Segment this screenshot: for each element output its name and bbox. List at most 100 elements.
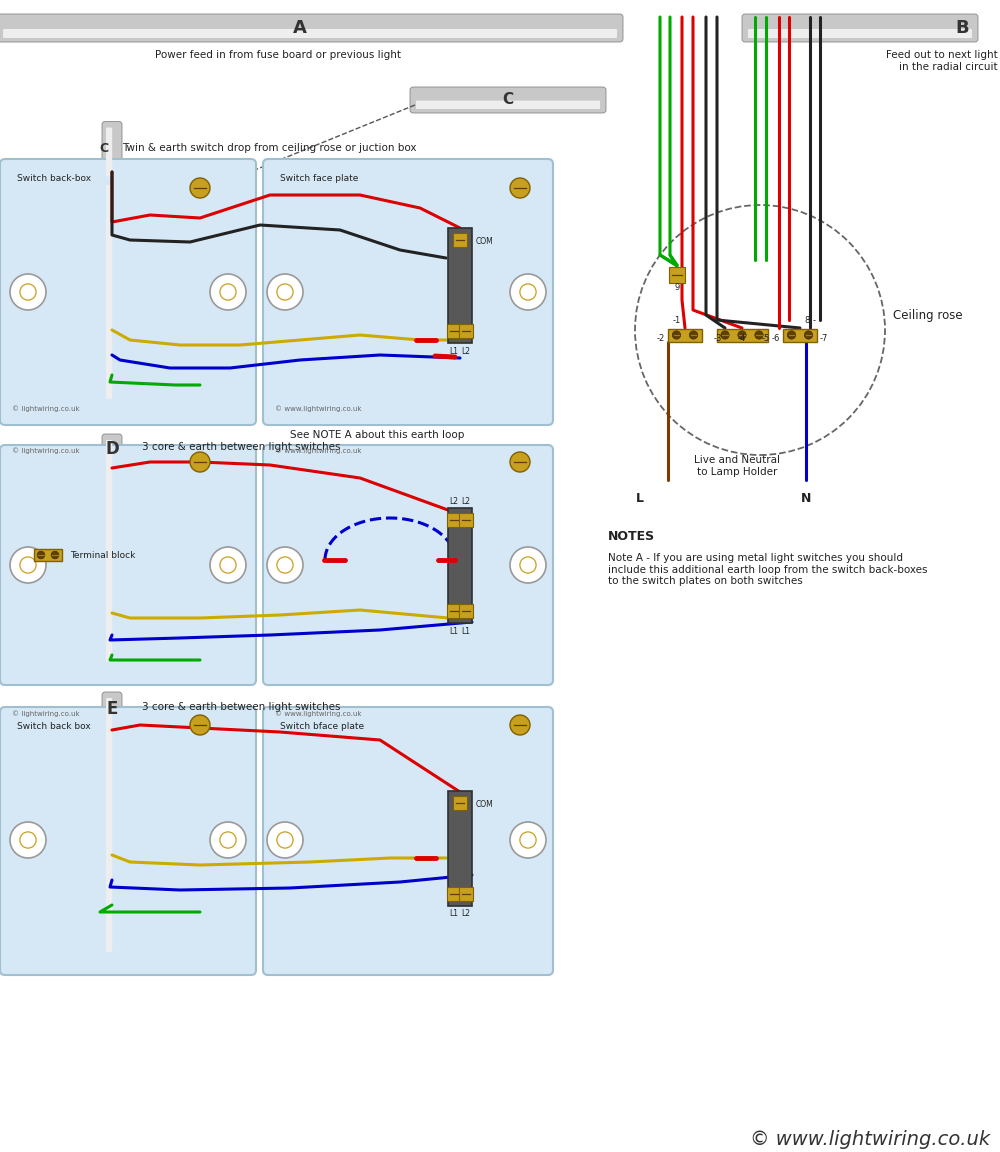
Bar xyxy=(453,233,467,247)
FancyBboxPatch shape xyxy=(410,88,606,113)
Bar xyxy=(107,122,121,177)
Circle shape xyxy=(210,547,246,583)
FancyBboxPatch shape xyxy=(263,707,553,975)
Circle shape xyxy=(510,452,530,472)
Text: L: L xyxy=(636,492,644,505)
Circle shape xyxy=(510,179,530,198)
Circle shape xyxy=(190,715,210,735)
FancyBboxPatch shape xyxy=(416,100,600,109)
FancyBboxPatch shape xyxy=(748,29,972,38)
Circle shape xyxy=(755,331,763,339)
Text: -4: -4 xyxy=(738,334,746,343)
FancyBboxPatch shape xyxy=(263,159,553,425)
Text: © www.lightwiring.co.uk: © www.lightwiring.co.uk xyxy=(750,1130,990,1149)
Text: D: D xyxy=(105,440,119,458)
Text: Power feed in from fuse board or previous light: Power feed in from fuse board or previou… xyxy=(155,50,401,60)
Bar xyxy=(459,324,473,338)
FancyBboxPatch shape xyxy=(106,468,112,662)
Bar xyxy=(448,508,472,622)
Bar xyxy=(34,550,62,561)
Circle shape xyxy=(510,274,546,310)
FancyBboxPatch shape xyxy=(3,29,617,38)
Text: NOTES: NOTES xyxy=(608,530,655,543)
Bar xyxy=(447,604,461,617)
Text: 3 core & earth between light switches: 3 core & earth between light switches xyxy=(142,702,340,712)
FancyBboxPatch shape xyxy=(106,440,112,473)
Bar xyxy=(415,88,605,108)
Bar xyxy=(453,796,467,810)
Text: E: E xyxy=(106,700,118,718)
Text: -7: -7 xyxy=(820,334,828,343)
Text: -5: -5 xyxy=(762,334,770,343)
Bar xyxy=(459,887,473,901)
FancyBboxPatch shape xyxy=(263,445,553,685)
Text: Twin & earth switch drop from ceiling rose or juction box: Twin & earth switch drop from ceiling ro… xyxy=(122,143,416,153)
Bar xyxy=(669,267,685,283)
Text: C: C xyxy=(502,92,514,107)
Text: COM: COM xyxy=(476,799,494,809)
Circle shape xyxy=(10,823,46,858)
Text: 3 core & earth between light switches: 3 core & earth between light switches xyxy=(142,442,340,452)
Circle shape xyxy=(267,274,303,310)
Text: Switch back box: Switch back box xyxy=(17,722,91,732)
FancyBboxPatch shape xyxy=(102,121,122,182)
Bar xyxy=(107,723,121,953)
Text: Switch bface plate: Switch bface plate xyxy=(280,722,364,732)
Bar xyxy=(668,328,702,341)
FancyBboxPatch shape xyxy=(0,445,256,685)
Bar xyxy=(448,790,472,905)
Circle shape xyxy=(190,179,210,198)
Circle shape xyxy=(510,547,546,583)
Text: C: C xyxy=(99,142,108,154)
Text: L1: L1 xyxy=(450,627,458,636)
Text: Feed out to next light
in the radial circuit: Feed out to next light in the radial cir… xyxy=(886,50,998,71)
Text: -1: -1 xyxy=(673,316,681,325)
Text: Terminal block: Terminal block xyxy=(70,551,135,560)
Bar xyxy=(2,15,622,37)
Bar xyxy=(459,513,473,526)
Text: COM: COM xyxy=(476,237,494,247)
Circle shape xyxy=(510,715,530,735)
FancyBboxPatch shape xyxy=(106,128,112,176)
Text: © lightwiring.co.uk: © lightwiring.co.uk xyxy=(12,447,80,454)
Text: L2: L2 xyxy=(462,347,471,356)
Circle shape xyxy=(804,331,813,339)
Bar xyxy=(448,227,472,342)
Text: See NOTE A about this earth loop: See NOTE A about this earth loop xyxy=(290,430,464,440)
Text: © lightwiring.co.uk: © lightwiring.co.uk xyxy=(12,406,80,412)
Text: © www.lightwiring.co.uk: © www.lightwiring.co.uk xyxy=(275,711,362,717)
Circle shape xyxy=(510,823,546,858)
Bar xyxy=(107,694,121,733)
Text: © lightwiring.co.uk: © lightwiring.co.uk xyxy=(12,711,80,717)
Circle shape xyxy=(267,547,303,583)
Bar xyxy=(447,324,461,338)
Text: -2: -2 xyxy=(657,334,665,343)
Text: L2: L2 xyxy=(462,497,471,506)
Text: L2: L2 xyxy=(450,497,458,506)
FancyBboxPatch shape xyxy=(106,185,112,399)
FancyBboxPatch shape xyxy=(0,707,256,975)
FancyBboxPatch shape xyxy=(0,159,256,425)
Text: Switch back-box: Switch back-box xyxy=(17,174,91,183)
Circle shape xyxy=(738,331,746,339)
FancyBboxPatch shape xyxy=(0,14,623,41)
Text: Switch face plate: Switch face plate xyxy=(280,174,358,183)
Text: Ceiling rose: Ceiling rose xyxy=(893,309,963,321)
Text: © www.lightwiring.co.uk: © www.lightwiring.co.uk xyxy=(275,447,362,454)
Text: N: N xyxy=(801,492,811,505)
Text: -6: -6 xyxy=(772,334,780,343)
FancyBboxPatch shape xyxy=(102,462,122,668)
Bar xyxy=(716,328,768,341)
FancyBboxPatch shape xyxy=(102,434,122,480)
Text: © www.lightwiring.co.uk: © www.lightwiring.co.uk xyxy=(275,406,362,412)
Text: L1: L1 xyxy=(450,909,458,918)
Circle shape xyxy=(267,823,303,858)
FancyBboxPatch shape xyxy=(106,698,112,732)
Bar xyxy=(783,328,817,341)
Circle shape xyxy=(787,331,796,339)
Circle shape xyxy=(210,274,246,310)
Bar xyxy=(107,463,121,664)
Circle shape xyxy=(51,551,59,559)
Text: L1: L1 xyxy=(462,627,471,636)
Circle shape xyxy=(10,547,46,583)
